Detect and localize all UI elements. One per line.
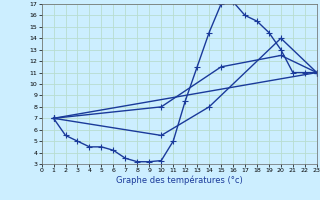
- X-axis label: Graphe des températures (°c): Graphe des températures (°c): [116, 176, 243, 185]
